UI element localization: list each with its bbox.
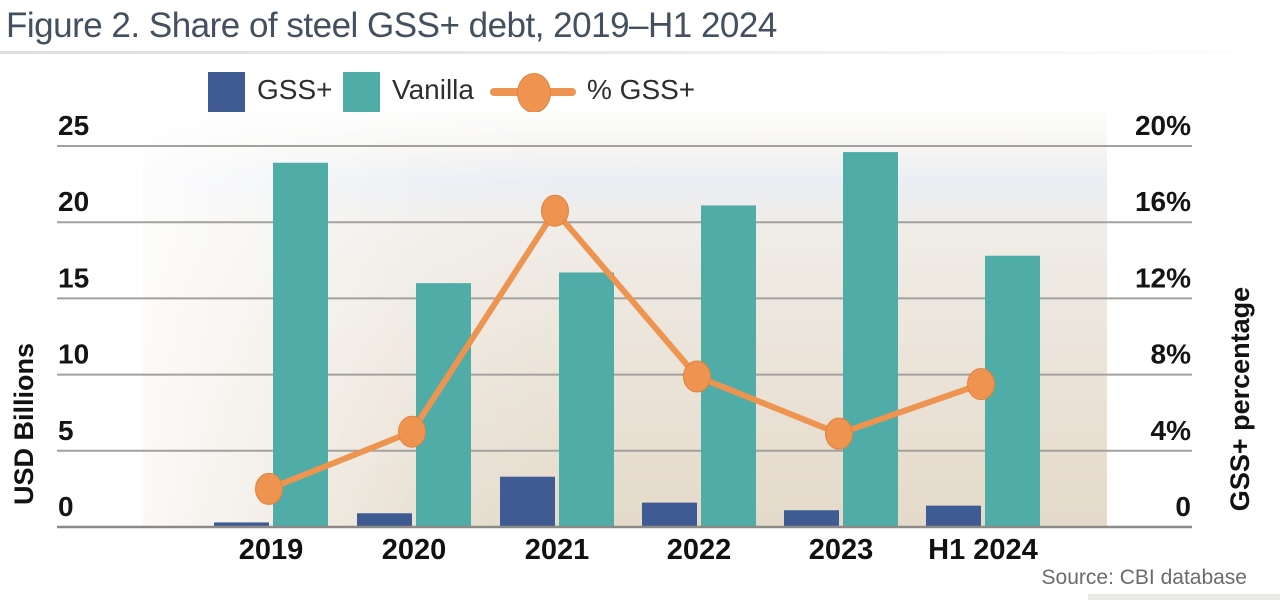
vanilla-bar-H1 2024 xyxy=(985,255,1040,527)
pct-line xyxy=(266,207,984,492)
legend-dot-icon xyxy=(517,73,551,113)
right-tick-16%: 16% xyxy=(1135,186,1191,217)
gss-bar-2020 xyxy=(357,513,412,527)
gss-bar-2023 xyxy=(784,510,839,527)
left-tick-0: 0 xyxy=(58,491,74,522)
legend-swatch-gss xyxy=(208,72,245,112)
left-tick-15: 15 xyxy=(58,262,89,293)
chart-title: Figure 2. Share of steel GSS+ debt, 2019… xyxy=(6,6,777,45)
left-tick-25: 25 xyxy=(58,110,89,141)
left-tick-10: 10 xyxy=(58,339,89,370)
x-label-2021: 2021 xyxy=(525,534,590,566)
pct-point-2023 xyxy=(825,417,853,450)
source-note: Source: CBI database xyxy=(1041,566,1247,589)
legend-label-vanilla: Vanilla xyxy=(392,74,474,105)
x-label-2019: 2019 xyxy=(239,534,304,566)
right-tick-8%: 8% xyxy=(1151,339,1192,370)
gss-bar-H1 2024 xyxy=(926,505,981,527)
left-tick-20: 20 xyxy=(58,186,89,217)
gss-bar-2019 xyxy=(214,522,269,527)
gss-bar-2021 xyxy=(500,476,555,527)
x-label-H1 2024: H1 2024 xyxy=(928,534,1038,566)
pct-point-2020 xyxy=(398,415,426,448)
vanilla-bar-2021 xyxy=(559,272,614,527)
right-tick-12%: 12% xyxy=(1135,262,1191,293)
bottom-strip xyxy=(1088,594,1280,600)
legend-label-pct: % GSS+ xyxy=(587,74,696,105)
right-tick-20%: 20% xyxy=(1135,110,1191,141)
right-tick-0: 0 xyxy=(1175,491,1191,522)
left-tick-5: 5 xyxy=(58,415,74,446)
vanilla-bar-2019 xyxy=(273,162,328,527)
pct-point-H1 2024 xyxy=(967,368,995,401)
left-axis-title: USD Billions xyxy=(9,343,39,506)
vanilla-bar-2023 xyxy=(843,152,898,527)
right-axis-title: GSS+ percentage xyxy=(1225,286,1255,512)
vanilla-bar-2020 xyxy=(416,283,471,527)
right-tick-4%: 4% xyxy=(1151,415,1192,446)
pct-point-2021 xyxy=(541,194,569,227)
pct-point-2019 xyxy=(255,472,283,505)
title-divider xyxy=(0,51,1280,54)
x-label-2023: 2023 xyxy=(809,534,874,566)
legend-swatch-vanilla xyxy=(343,72,380,112)
legend-label-gss: GSS+ xyxy=(257,74,333,105)
vanilla-bar-2022 xyxy=(701,205,756,527)
x-label-2020: 2020 xyxy=(382,534,447,566)
gss-bar-2022 xyxy=(642,502,697,527)
x-label-2022: 2022 xyxy=(667,534,732,566)
pct-point-2022 xyxy=(683,360,711,393)
